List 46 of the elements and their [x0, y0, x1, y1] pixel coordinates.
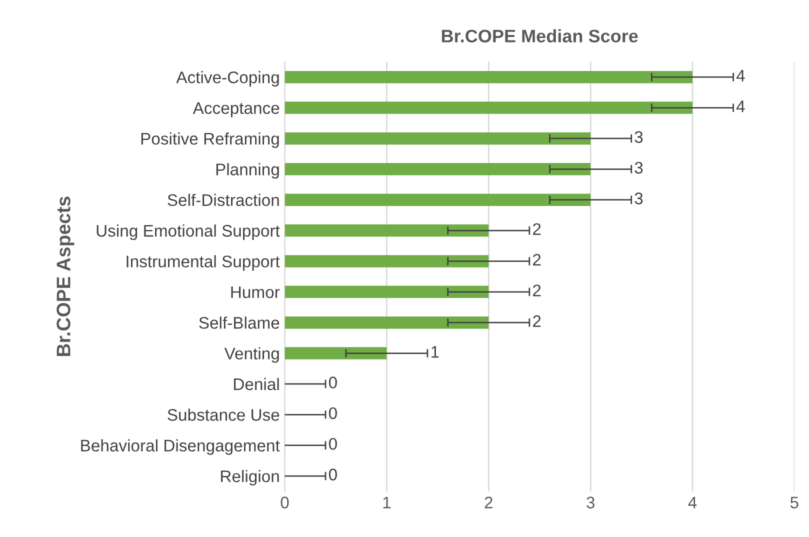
data-label: 2	[533, 284, 541, 296]
y-tick-label: Substance Use	[168, 408, 280, 421]
data-label: 3	[634, 131, 643, 143]
data-label: 0	[328, 438, 337, 450]
x-tick-label: 3	[586, 496, 594, 508]
data-label: 1	[432, 346, 439, 358]
data-label: 0	[328, 407, 337, 420]
bar	[284, 70, 693, 84]
y-tick-label: Humor	[231, 286, 280, 298]
y-tick-label: Self-Blame	[199, 316, 280, 329]
data-label: 4	[736, 70, 745, 82]
x-tick-label: 1	[383, 496, 391, 508]
data-label: 2	[533, 223, 541, 235]
y-tick-label: Denial	[234, 378, 279, 390]
y-tick-label: Positive Reframing	[141, 132, 279, 148]
y-tick-label: Active-Coping	[176, 71, 279, 87]
y-tick-label: Using Emotional Support	[96, 224, 280, 240]
y-tick-label: Acceptance	[192, 102, 280, 118]
y-tick-label: Religion	[221, 470, 279, 486]
x-tick-label: 0	[280, 496, 289, 508]
bar	[284, 255, 489, 268]
y-tick-label: Planning	[216, 163, 279, 179]
x-tick-label: 5	[790, 496, 798, 508]
bar	[284, 132, 591, 145]
y-axis-title: Br.COPE Aspects	[56, 196, 74, 356]
x-tick-label: 4	[688, 496, 697, 508]
y-tick-label: Venting	[224, 347, 279, 363]
data-label: 0	[328, 376, 337, 388]
bar	[284, 194, 591, 206]
bar	[284, 286, 489, 298]
bar	[284, 347, 387, 360]
data-label: 2	[533, 315, 541, 327]
data-label: 2	[533, 254, 541, 266]
chart-title: Br.COPE Median Score	[442, 29, 638, 42]
y-tick-label: Behavioral Disengagement	[81, 439, 280, 455]
x-tick-label: 2	[484, 496, 492, 508]
data-label: 4	[736, 100, 745, 112]
y-tick-label: Self-Distraction	[168, 194, 279, 206]
data-label: 3	[634, 162, 643, 174]
y-tick-label: Instrumental Support	[126, 255, 280, 271]
bar	[284, 163, 591, 176]
bar	[284, 316, 489, 329]
data-label: 0	[328, 468, 337, 480]
data-label: 3	[634, 192, 643, 204]
bar	[284, 224, 489, 237]
bar	[284, 102, 693, 114]
